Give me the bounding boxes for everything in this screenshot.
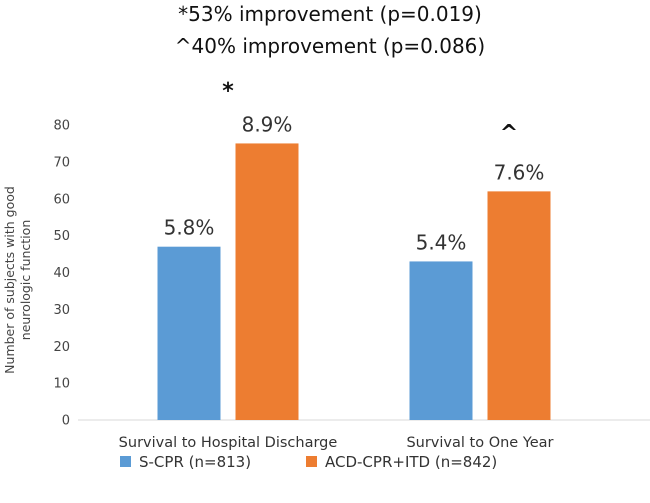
significance-marker: * — [222, 79, 234, 104]
data-labels-group: 5.8% 5.4% 8.9% 7.6% — [164, 112, 545, 254]
y-tick-label: 40 — [53, 266, 70, 281]
chart-title-line-1: *53% improvement (p=0.019) — [178, 2, 482, 26]
y-axis-ticks: 0 10 20 30 40 50 60 70 80 — [53, 119, 70, 429]
legend-label: ACD-CPR+ITD (n=842) — [325, 453, 497, 471]
bars-group — [157, 143, 551, 420]
legend: S-CPR (n=813) ACD-CPR+ITD (n=842) — [120, 453, 497, 471]
significance-marker: ^ — [500, 121, 518, 146]
data-label: 5.4% — [416, 230, 467, 254]
y-tick-label: 60 — [53, 192, 70, 207]
legend-label: S-CPR (n=813) — [139, 453, 251, 471]
y-tick-label: 30 — [53, 303, 70, 318]
bar-s-cpr — [157, 246, 221, 420]
bar-acd-cpr-itd — [487, 191, 551, 420]
data-label: 8.9% — [242, 112, 293, 136]
y-tick-label: 10 — [53, 377, 70, 392]
category-label: Survival to Hospital Discharge — [119, 435, 338, 451]
y-tick-label: 20 — [53, 340, 70, 355]
data-label: 5.8% — [164, 216, 215, 240]
legend-swatch — [120, 456, 131, 467]
legend-swatch — [306, 456, 317, 467]
y-axis-label-line-1: Number of subjects with good — [2, 186, 17, 374]
data-label: 7.6% — [494, 160, 545, 184]
y-tick-label: 70 — [53, 155, 70, 170]
y-tick-label: 0 — [62, 414, 70, 429]
bar-acd-cpr-itd — [235, 143, 299, 420]
category-label: Survival to One Year — [406, 435, 553, 451]
bar-s-cpr — [409, 261, 473, 420]
y-tick-label: 50 — [53, 229, 70, 244]
chart-title-line-2: ^40% improvement (p=0.086) — [175, 34, 485, 58]
y-tick-label: 80 — [53, 119, 70, 134]
y-axis-label-line-2: neurologic function — [18, 220, 33, 340]
